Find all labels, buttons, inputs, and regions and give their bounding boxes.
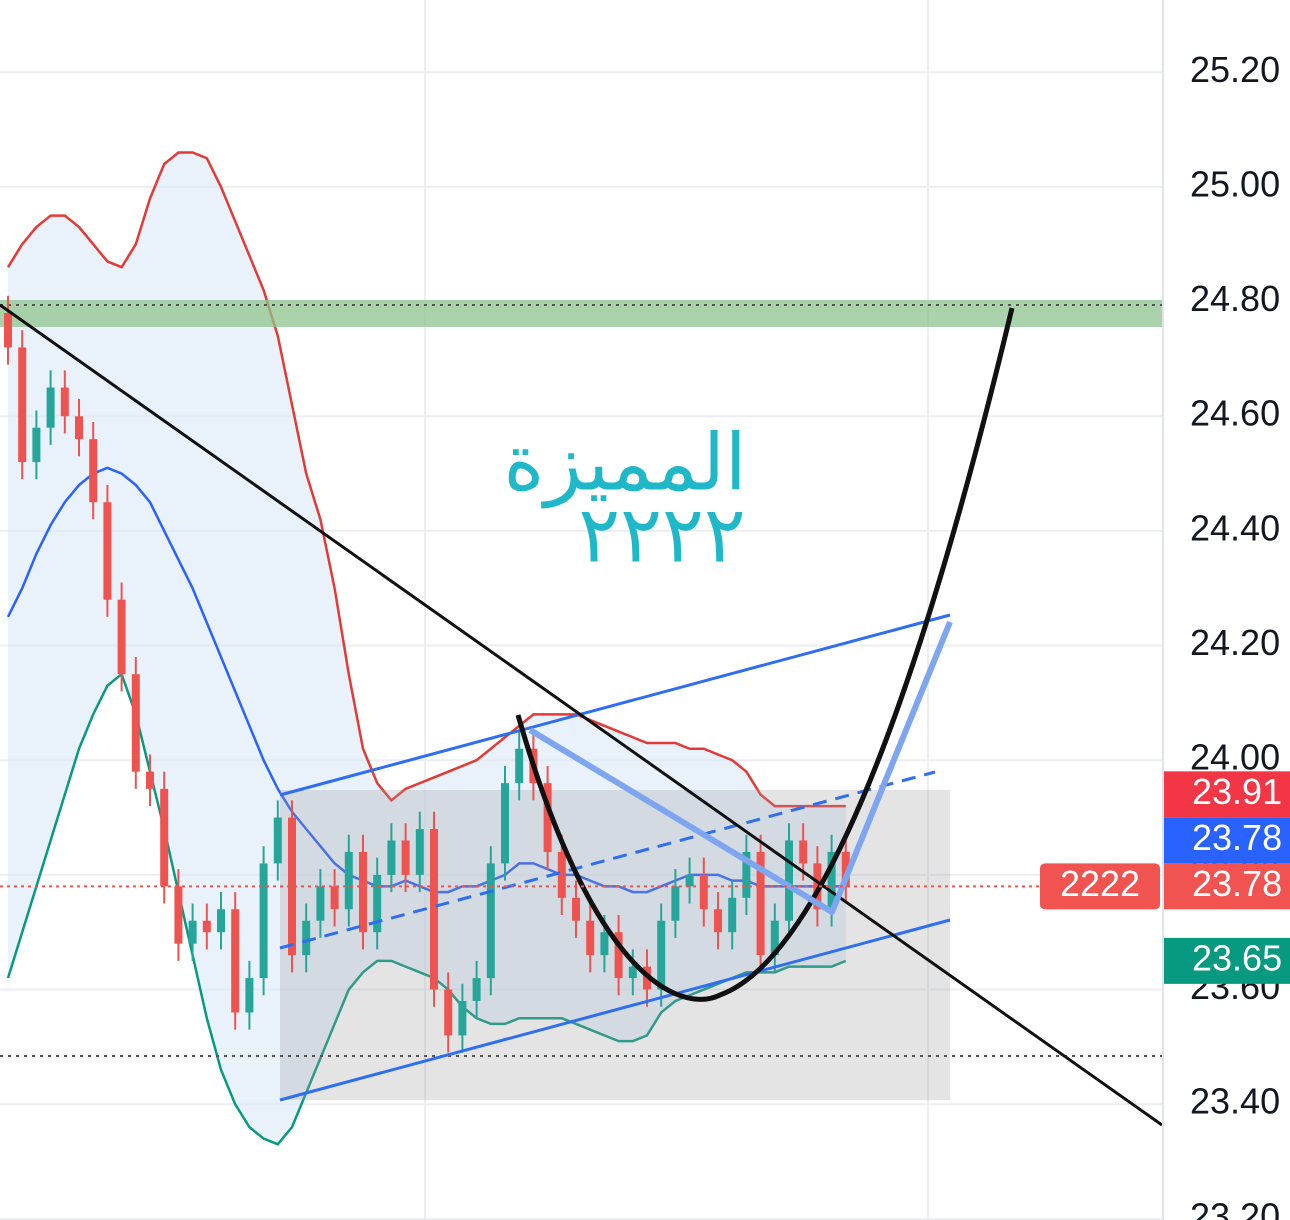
candle-body [217, 909, 225, 933]
channel-lower [279, 918, 951, 1102]
candle-body [245, 978, 254, 1013]
candle-body [501, 783, 509, 864]
candle-body [515, 748, 524, 784]
candle-body [415, 829, 424, 875]
y-tick-label: 23.20 [1190, 1195, 1280, 1220]
candle-body [32, 427, 41, 463]
band-upper [6, 151, 846, 808]
candle-body [827, 851, 836, 910]
candle-body [714, 909, 722, 933]
annotation: ٢٢٢٢ [578, 490, 746, 580]
candle-body [60, 387, 69, 417]
candle-body [273, 817, 282, 864]
candle-body [756, 851, 765, 956]
candles [4, 295, 850, 1053]
candle-body [288, 817, 296, 956]
candle-body [600, 932, 609, 956]
candle-body [18, 347, 27, 463]
candle-body [4, 313, 12, 348]
candle-body [401, 840, 410, 875]
candle-body [699, 874, 708, 910]
candle-body [628, 966, 637, 979]
candle-body [259, 863, 268, 979]
candle-body [785, 840, 793, 921]
candle-body [799, 840, 808, 864]
price-tag-label: 23.91 [1192, 771, 1282, 812]
price-tags: 23.65 2222 23.78 23.78 23.91 [0, 771, 1290, 984]
y-tick-label: 24.40 [1190, 507, 1280, 548]
candle-body [458, 1000, 467, 1036]
price-tag-name: 2222 [1060, 863, 1140, 904]
y-tick-label: 23.40 [1190, 1081, 1280, 1122]
channel-mid [279, 770, 936, 950]
candle-body [146, 771, 154, 789]
price-tag-label: 23.65 [1192, 937, 1282, 978]
candle-body [685, 874, 694, 887]
candle-body [557, 851, 566, 898]
y-tick-label: 24.80 [1190, 278, 1280, 319]
candle-body [330, 886, 339, 910]
price-tag [1164, 937, 1290, 984]
band-fill [8, 152, 846, 1145]
candle-body [472, 978, 481, 1001]
y-tick-label: 25.00 [1190, 163, 1280, 204]
candle-body [46, 387, 55, 428]
y-tick-label: 24.00 [1190, 737, 1280, 778]
candle-body [486, 863, 495, 979]
candle-body [586, 920, 595, 956]
candle-body [742, 851, 751, 898]
candle-body [117, 599, 126, 675]
candle-body [543, 783, 552, 852]
candle-body [75, 416, 83, 440]
channel-upper [279, 613, 951, 797]
annotation: المميزة [503, 418, 746, 509]
candle-body [316, 886, 325, 921]
candle-body [188, 920, 197, 944]
candle-body [103, 502, 112, 600]
candle-body [89, 439, 98, 503]
candle-body [728, 897, 737, 933]
candle-body [344, 851, 353, 910]
candle-body [572, 897, 580, 921]
candle-body [770, 920, 779, 956]
candle-body [444, 989, 453, 1036]
candle-body [373, 874, 382, 933]
price-tag [1164, 771, 1290, 818]
price-tag [1164, 863, 1290, 910]
candle-body [174, 886, 183, 944]
band-lower [6, 672, 847, 1146]
trend-line [0, 303, 1163, 1127]
price-tag-name-box [1040, 863, 1160, 910]
candle-body [202, 920, 211, 933]
y-tick-label: 25.20 [1190, 49, 1280, 90]
y-tick-label: 24.20 [1190, 622, 1280, 663]
price-scale [1162, 0, 1290, 1220]
resistance-zone [0, 300, 1162, 327]
price-tag [1164, 817, 1290, 864]
candle-body [231, 909, 240, 1013]
price-tag-label: 23.78 [1192, 863, 1282, 904]
projection-path [528, 620, 953, 915]
candle-body [841, 851, 850, 887]
candle-body [387, 840, 396, 875]
cup-curve [515, 307, 1015, 1002]
candle-body [160, 788, 169, 887]
candle-body [614, 932, 623, 979]
y-tick-label: 24.60 [1190, 393, 1280, 434]
candle-body [131, 674, 140, 772]
price-tag-label: 23.78 [1192, 817, 1282, 858]
candle-body [302, 920, 311, 956]
candle-body [657, 920, 666, 990]
candle-body [430, 829, 438, 990]
candle-body [359, 851, 367, 933]
drawings [0, 303, 1163, 1127]
candle-body [671, 886, 680, 921]
